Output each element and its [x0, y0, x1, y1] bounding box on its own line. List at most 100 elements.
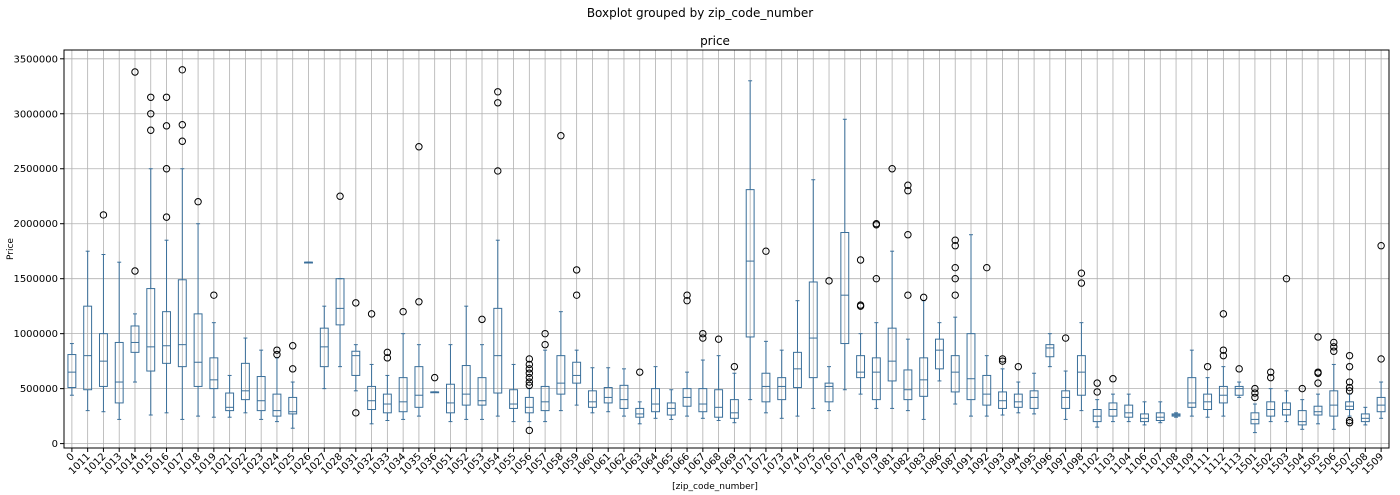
box-iqr [1140, 413, 1149, 423]
box-group [304, 261, 313, 264]
flier-point [1345, 362, 1354, 371]
flier-point [162, 213, 171, 221]
box-iqr [162, 311, 171, 364]
box-group [808, 179, 818, 409]
flier-point [541, 340, 549, 349]
flier-point [1345, 419, 1354, 427]
box-iqr [1155, 412, 1165, 422]
box-iqr [903, 369, 913, 401]
box-iqr [414, 366, 424, 408]
box-iqr [446, 383, 455, 414]
flier-point [1251, 393, 1259, 402]
box-group [398, 307, 408, 420]
flier-point [1345, 416, 1354, 425]
box-group [1282, 274, 1291, 423]
flier-point [525, 355, 534, 363]
flier-point [636, 368, 644, 376]
box-iqr [808, 281, 818, 379]
box-iqr [840, 232, 850, 345]
flier-point [572, 266, 581, 274]
flier-point [178, 66, 187, 74]
box-iqr [1329, 390, 1339, 417]
box-group [162, 93, 171, 414]
box-group [777, 349, 787, 419]
box-group [966, 234, 976, 417]
box-group [651, 366, 660, 419]
box-group [635, 368, 645, 425]
flier-point [1377, 242, 1385, 250]
box-iqr [83, 305, 93, 391]
axes-title: price [700, 34, 730, 48]
box-iqr [351, 350, 361, 376]
box-iqr [982, 374, 992, 406]
flier-point [1093, 379, 1101, 387]
box-group [477, 315, 487, 420]
flier-point [888, 165, 896, 173]
box-iqr [461, 365, 471, 406]
box-group [493, 88, 503, 417]
flier-point [730, 362, 739, 371]
box-iqr [966, 333, 976, 401]
box-group [1234, 365, 1244, 398]
flier-point [699, 334, 707, 342]
box-group [1203, 362, 1213, 418]
box-group [288, 342, 298, 429]
flier-point [683, 291, 691, 299]
box-group [272, 346, 282, 423]
flier-point [525, 360, 534, 369]
box-group [1155, 401, 1165, 424]
flier-point [1314, 333, 1322, 341]
flier-point [998, 355, 1007, 363]
box-iqr [919, 357, 929, 397]
flier-point [714, 335, 723, 343]
flier-point [99, 211, 108, 219]
box-iqr [572, 361, 582, 384]
box-iqr [950, 355, 960, 393]
flier-point [336, 192, 344, 200]
flier-point [383, 348, 392, 357]
x-axis-label: [zip_code_number] [672, 482, 758, 492]
box-iqr [1076, 355, 1086, 396]
box-group [540, 329, 550, 423]
box-group [714, 335, 724, 422]
box-group [351, 299, 361, 417]
flier-point [178, 121, 187, 129]
box-group [67, 343, 77, 396]
box-iqr [761, 372, 771, 403]
y-tick-label: 500000 [20, 384, 58, 395]
box-group [1266, 368, 1276, 423]
box-iqr [1313, 405, 1323, 416]
flier-point [1314, 368, 1322, 376]
box-iqr [1013, 393, 1023, 408]
flier-point [856, 301, 865, 309]
flier-point [541, 329, 549, 338]
flier-point [557, 132, 565, 140]
box-iqr [509, 389, 518, 409]
flier-point [904, 291, 912, 299]
flier-point [162, 165, 171, 173]
box-group [1171, 412, 1181, 418]
box-group [919, 293, 929, 420]
flier-point [1235, 365, 1243, 373]
box-group [509, 363, 518, 423]
box-group [745, 80, 755, 401]
box-iqr [666, 402, 676, 416]
box-group [903, 181, 913, 412]
box-group [1187, 349, 1197, 417]
flier-point [289, 342, 297, 350]
flier-point [1345, 383, 1354, 392]
flier-point [983, 263, 991, 272]
box-iqr [335, 278, 345, 326]
box-group [935, 322, 944, 382]
box-group [950, 236, 960, 405]
flier-point [494, 99, 502, 107]
flier-point [572, 291, 581, 299]
flier-point [1077, 279, 1086, 287]
flier-point [951, 291, 959, 299]
box-iqr [225, 392, 235, 412]
flier-point [1109, 375, 1117, 383]
flier-point [919, 293, 928, 302]
flier-point [1330, 338, 1338, 347]
box-group [240, 337, 250, 414]
